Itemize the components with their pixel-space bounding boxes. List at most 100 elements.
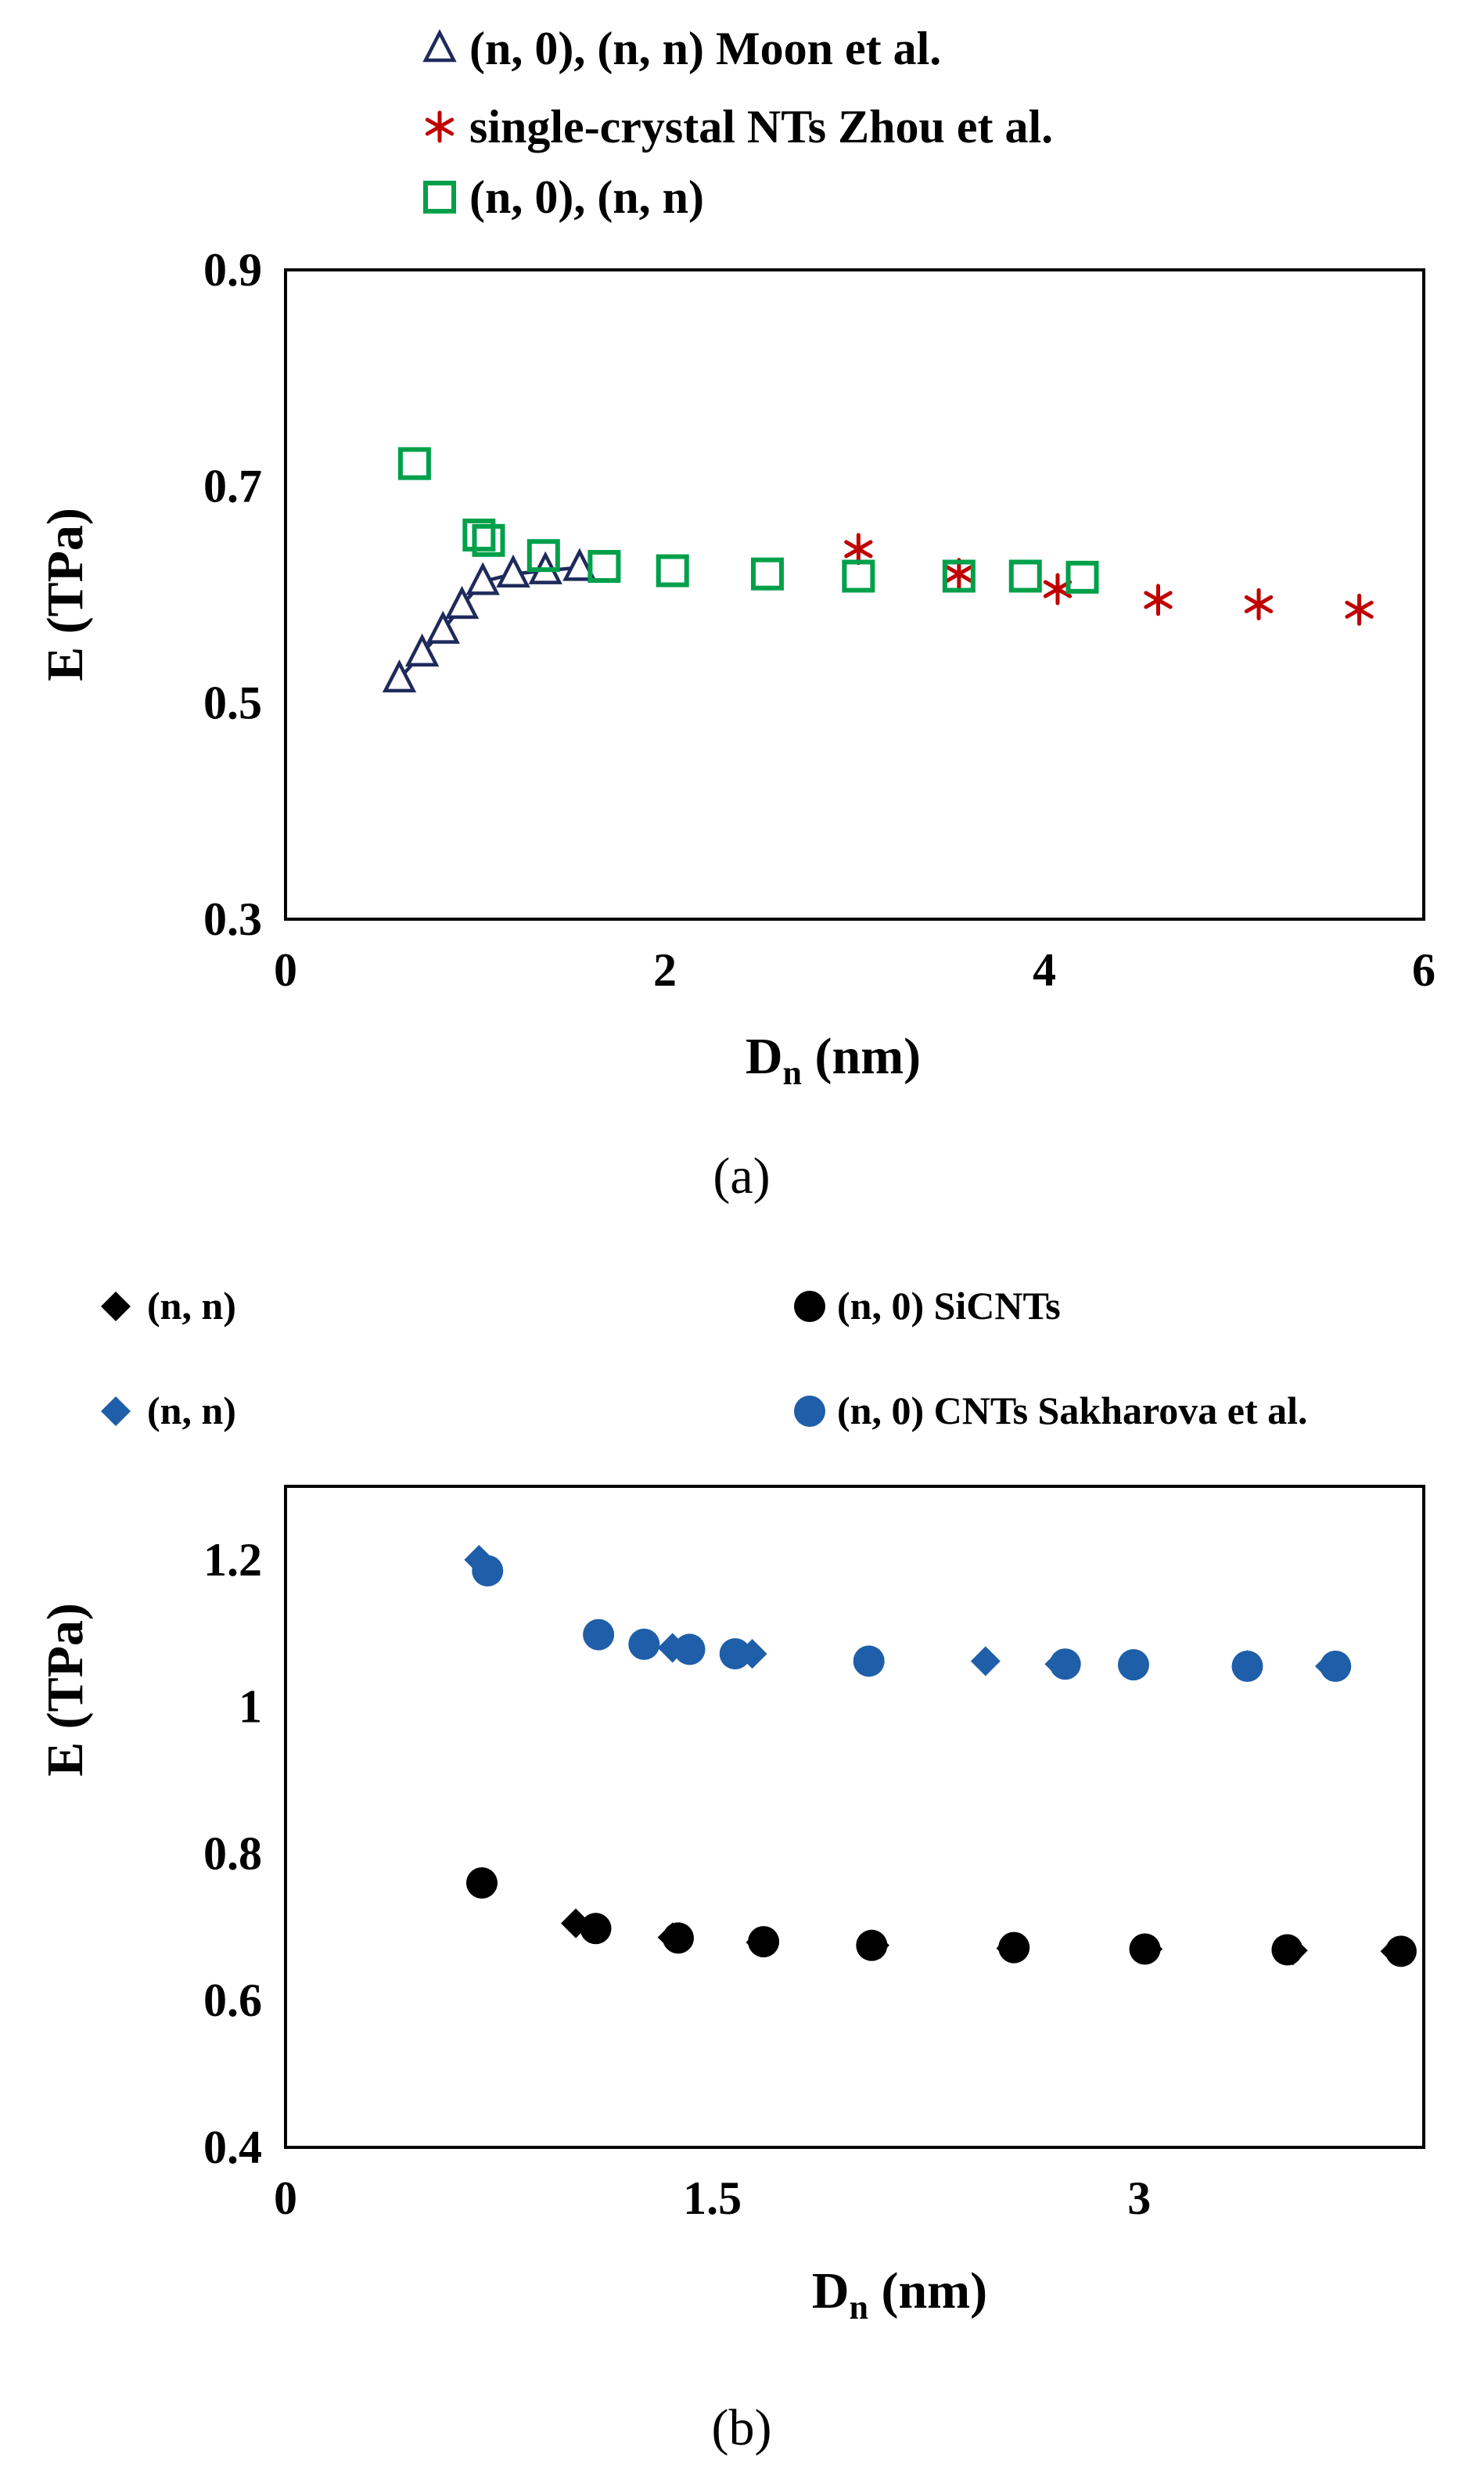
legend-symbol-zhou [425,110,455,143]
data-point [1117,1649,1149,1681]
data-point [1008,559,1042,593]
legend-symbol-blue-circle [794,1396,825,1427]
x-tick-label: 0 [274,2172,297,2224]
data-point [562,548,597,581]
x-tick-labels-a: 0 2 4 6 [274,944,1435,996]
data-point [444,585,480,620]
plot-area-b [284,1485,1425,2149]
data-point [674,1633,706,1665]
data-point [750,557,784,591]
legend-symbol-black-circle [794,1291,825,1322]
panel-label-a: (a) [713,1148,770,1205]
x-tick-label: 0 [274,944,297,996]
data-point [465,1867,498,1899]
data-point [404,633,440,667]
series-0 [382,548,597,693]
data-point [1345,593,1374,626]
series-1 [465,1867,1417,1967]
data-point [580,1913,612,1945]
legend-symbol-moon [422,29,457,63]
data-point [1129,1933,1161,1965]
legend-marker [425,110,455,143]
data-point [526,539,560,573]
x-tick-label: 2 [653,944,677,996]
y-tick-label: 0.8 [203,1827,262,1879]
panel-b-chart: (n, n) (n, 0) SiCNTs (n, n) (n, 0) CNTs … [37,1284,1425,2456]
data-marks-a [382,447,1374,693]
data-point [1231,1651,1263,1683]
y-tick-label: 0.9 [203,244,262,296]
legend-label-moon: (n, 0), (n, n) Moon et al. [469,23,941,74]
data-point [1065,560,1099,594]
data-point [856,1929,888,1961]
data-point [496,554,530,587]
data-point [942,559,976,593]
y-tick-labels-a: 0.9 0.7 0.5 0.3 [203,244,262,945]
data-point [382,659,417,693]
data-point [748,1926,780,1958]
legend-marker [794,1396,825,1427]
data-point [587,550,621,584]
panel-a-chart: (n, 0), (n, n) Moon et al. single-crysta… [37,23,1435,1205]
data-point [1385,1935,1417,1967]
x-axis-title-b: Dn (nm) [812,2262,987,2326]
data-point [472,1554,504,1586]
data-point [998,1931,1030,1964]
x-axis-title-a: Dn (nm) [746,1028,921,1092]
data-point [944,558,974,591]
series-3 [472,1554,1352,1683]
legend-marker [422,29,457,63]
data-point [662,1922,694,1954]
legend-label-blue-circle: (n, 0) CNTs Sakharova et al. [837,1389,1308,1432]
x-tick-label: 6 [1412,944,1435,996]
legend-label-square: (n, 0), (n, n) [469,171,704,223]
panel-label-b: (b) [712,2399,772,2456]
legend-symbol-square [423,181,456,214]
data-point [472,523,505,557]
data-point [465,562,500,595]
data-point [583,1619,615,1651]
legend-symbol-blue-diamond [101,1396,131,1426]
legend-b: (n, n) (n, 0) SiCNTs (n, n) (n, 0) CNTs … [101,1284,1308,1432]
data-point [462,518,496,552]
y-axis-title-b: E (TPa) [37,1603,94,1777]
plot-area-a [284,268,1425,921]
legend-label-blue-diamond: (n, n) [147,1389,236,1432]
data-point [842,559,875,593]
legend-label-black-diamond: (n, n) [147,1284,236,1328]
x-tick-labels-b: 0 1.5 3 [274,2172,1151,2224]
y-tick-label: 0.3 [203,893,262,945]
x-tick-label: 4 [1033,944,1056,996]
legend-symbol-black-diamond [101,1292,131,1321]
y-tick-label: 0.6 [203,1974,262,2026]
data-point [628,1628,660,1660]
x-tick-label: 3 [1127,2172,1151,2224]
data-point [397,447,431,480]
data-point [1271,1934,1303,1966]
data-marks-b [464,1544,1417,1967]
y-tick-label: 0.4 [203,2122,262,2173]
series-1 [844,533,1374,626]
series-2 [464,1544,1345,1682]
data-point [1244,587,1274,620]
data-point [1043,573,1073,605]
y-tick-label: 1 [239,1681,262,1733]
y-tick-labels-b: 1.2 1 0.8 0.6 0.4 [203,1534,262,2173]
legend-label-black-circle: (n, 0) SiCNTs [837,1284,1061,1328]
y-tick-label: 0.5 [203,677,262,728]
data-point [853,1645,885,1677]
data-point [1144,584,1173,616]
y-tick-label: 0.7 [203,461,262,512]
data-point [1320,1651,1352,1683]
y-axis-title-a: E (TPa) [37,508,94,681]
legend-marker [423,181,456,214]
y-tick-label: 1.2 [203,1534,262,1586]
legend-marker [794,1291,825,1322]
legend-marker [101,1396,131,1426]
data-point [719,1638,751,1670]
legend-a: (n, 0), (n, n) Moon et al. single-crysta… [422,23,1053,223]
legend-marker [101,1292,131,1321]
data-point [1049,1648,1081,1680]
data-point [844,533,873,566]
